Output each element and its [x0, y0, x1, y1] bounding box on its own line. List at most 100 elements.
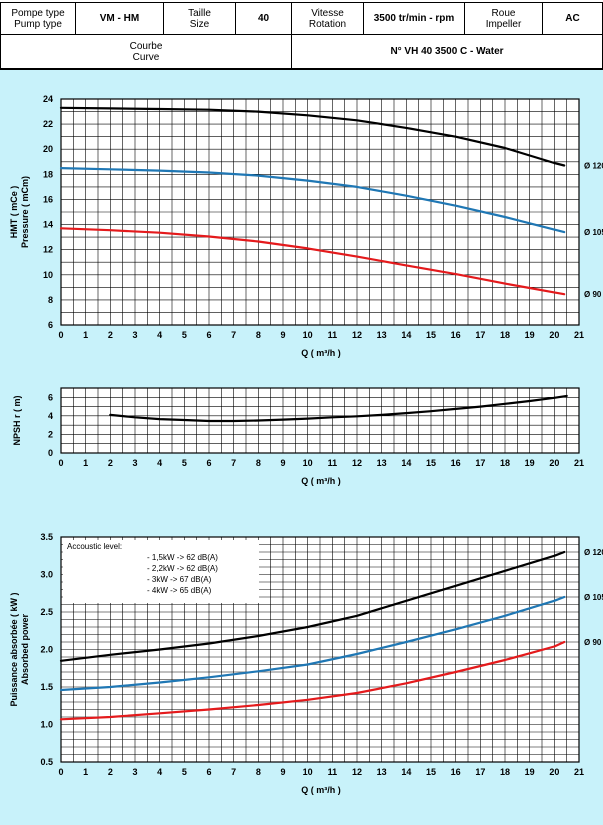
series-label: Ø 120 [584, 548, 603, 557]
series-label: Ø 105 [584, 228, 603, 237]
x-tick-label: 16 [451, 458, 461, 468]
x-tick-label: 11 [328, 330, 338, 340]
y-axis-label: Puissance absorbée ( kW ) [9, 592, 19, 706]
size-label-fr: Taille [188, 7, 211, 19]
x-tick-label: 16 [451, 330, 461, 340]
header-table: Pompe type Pump type VM - HM Taille Size… [0, 0, 603, 69]
x-tick-label: 21 [574, 767, 584, 777]
series-line [109, 394, 568, 423]
x-tick-label: 3 [132, 458, 137, 468]
acoustic-line: - 3kW -> 67 dB(A) [147, 575, 212, 584]
series-line [59, 227, 566, 296]
acoustic-box [63, 540, 259, 603]
y-axis-label: HMT ( mCe ) [9, 186, 19, 239]
y-tick-label: 20 [43, 144, 53, 154]
x-tick-label: 20 [549, 458, 559, 468]
x-tick-label: 5 [182, 767, 187, 777]
x-tick-label: 7 [231, 767, 236, 777]
y-tick-label: 12 [43, 245, 53, 255]
x-tick-label: 17 [475, 330, 485, 340]
x-tick-label: 10 [303, 767, 313, 777]
x-tick-label: 19 [525, 330, 535, 340]
y-tick-label: 18 [43, 169, 53, 179]
plot-border [60, 387, 580, 454]
x-tick-label: 11 [328, 458, 338, 468]
x-tick-label: 0 [58, 767, 63, 777]
x-tick-label: 4 [157, 330, 162, 340]
x-tick-label: 1 [83, 330, 88, 340]
pump-type-value: VM - HM [99, 13, 140, 24]
x-tick-label: 16 [451, 767, 461, 777]
x-tick-label: 3 [132, 767, 137, 777]
y-tick-label: 10 [43, 270, 53, 280]
plot-border [60, 536, 580, 763]
x-tick-label: 9 [280, 767, 285, 777]
x-tick-label: 9 [280, 458, 285, 468]
acoustic-title: Accoustic level: [67, 542, 122, 551]
x-tick-label: 7 [231, 330, 236, 340]
y-axis-label: Absorbed power [20, 614, 30, 686]
size-value: 40 [257, 13, 270, 24]
series-label: Ø 90 [584, 638, 602, 647]
x-tick-label: 14 [401, 767, 411, 777]
y-tick-label: 0.5 [40, 757, 53, 767]
x-tick-label: 13 [377, 458, 387, 468]
chart-2: 0 1 2 3 4 5 6 7 8 9 10 11 12 13 14 15 16 17 18 19 20 210246Q … [12, 387, 584, 486]
x-tick-label: 0 [58, 330, 63, 340]
x-tick-label: 1 [83, 458, 88, 468]
y-tick-label: 3.5 [40, 532, 53, 542]
x-tick-label: 13 [377, 330, 387, 340]
size-label-en: Size [189, 18, 210, 30]
x-tick-label: 11 [328, 767, 338, 777]
y-tick-label: 1.5 [40, 682, 53, 692]
impeller-value: AC [565, 13, 580, 24]
x-axis-label: Q ( m³/h ) [301, 476, 341, 486]
y-tick-label: 2.5 [40, 607, 53, 617]
x-tick-label: 2 [108, 458, 113, 468]
x-tick-label: 8 [256, 458, 261, 468]
y-tick-label: 0 [48, 448, 53, 458]
x-tick-label: 12 [352, 458, 362, 468]
impeller-label-en: Impeller [485, 18, 522, 30]
series-line [59, 640, 566, 721]
series-line [59, 595, 566, 692]
pump-type-label-fr: Pompe type [11, 7, 65, 19]
series-line [59, 167, 566, 234]
speed-label-fr: Vitesse [311, 7, 344, 19]
x-tick-label: 4 [157, 458, 162, 468]
impeller-label-fr: Roue [491, 7, 516, 19]
x-tick-label: 15 [426, 330, 436, 340]
series-line [59, 550, 566, 662]
x-tick-label: 18 [500, 458, 510, 468]
y-tick-label: 14 [43, 220, 53, 230]
x-axis-label: Q ( m³/h ) [301, 348, 341, 358]
x-tick-label: 21 [574, 458, 584, 468]
pump-type-label-en: Pump type [14, 18, 62, 30]
acoustic-line: - 4kW -> 65 dB(A) [147, 586, 212, 595]
x-tick-label: 19 [525, 767, 535, 777]
curve-label-en: Curve [132, 51, 160, 63]
x-tick-label: 17 [475, 767, 485, 777]
plot-border [60, 98, 580, 326]
y-tick-label: 8 [48, 295, 53, 305]
x-tick-label: 2 [108, 330, 113, 340]
y-tick-label: 2.0 [40, 645, 53, 655]
chart-1: 0 1 2 3 4 5 6 7 8 9 10 11 12 13 14 15 16 17 18 19 20 21681012… [9, 94, 603, 358]
y-tick-label: 1.0 [40, 720, 53, 730]
y-tick-label: 4 [48, 411, 53, 421]
curve-label-fr: Courbe [129, 40, 163, 52]
acoustic-line: - 1,5kW -> 62 dB(A) [147, 553, 218, 562]
x-tick-label: 10 [303, 330, 313, 340]
x-tick-label: 21 [574, 330, 584, 340]
y-tick-label: 3.0 [40, 570, 53, 580]
x-tick-label: 18 [500, 767, 510, 777]
chart-3: 0 1 2 3 4 5 6 7 8 9 10 11 12 13 14 15 16 17 18 19 20 210.51.0… [9, 532, 603, 795]
x-tick-label: 12 [352, 330, 362, 340]
x-tick-label: 19 [525, 458, 535, 468]
y-tick-label: 6 [48, 392, 53, 402]
x-tick-label: 10 [303, 458, 313, 468]
y-tick-label: 6 [48, 320, 53, 330]
acoustic-line: - 2,2kW -> 62 dB(A) [147, 564, 218, 573]
y-axis-label: NPSH r ( m) [12, 395, 22, 445]
